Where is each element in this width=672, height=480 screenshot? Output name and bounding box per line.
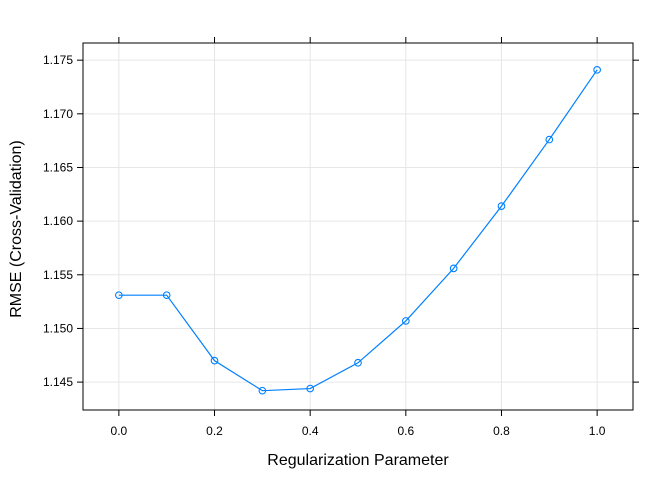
plot-frame bbox=[82, 42, 634, 411]
data-point-1 bbox=[162, 291, 171, 300]
y-axis-title: RMSE (Cross-Validation) bbox=[8, 140, 25, 318]
data-point-7 bbox=[449, 264, 458, 273]
y-tick-label-6: 1.175 bbox=[43, 53, 73, 67]
data-point-4 bbox=[306, 384, 315, 393]
x-tick-label-0: 0.0 bbox=[111, 424, 128, 438]
x-tick-label-1: 0.2 bbox=[206, 424, 223, 438]
y-tick-label-1: 1.150 bbox=[43, 321, 73, 335]
data-point-8 bbox=[497, 202, 506, 210]
y-tick-label-0: 1.145 bbox=[43, 375, 73, 389]
data-point-10 bbox=[593, 65, 601, 74]
y-tick-label-5: 1.170 bbox=[43, 107, 73, 121]
data-point-3 bbox=[258, 386, 267, 395]
axis-ticks bbox=[77, 37, 639, 416]
x-tick-label-4: 0.8 bbox=[493, 424, 510, 438]
tick-labels: 0.0 0.2 0.4 0.6 0.8 1.0 1.145 1.150 1.155 1.160 1.… bbox=[43, 53, 606, 438]
x-tick-label-3: 0.6 bbox=[397, 424, 414, 438]
series-line bbox=[118, 69, 598, 392]
data-point-9 bbox=[545, 135, 554, 144]
plot-border bbox=[82, 42, 634, 411]
data-point-6 bbox=[401, 317, 410, 325]
grid-lines bbox=[83, 43, 633, 410]
data-point-5 bbox=[354, 358, 362, 367]
data-point-0 bbox=[115, 291, 123, 300]
data-series bbox=[115, 65, 601, 395]
data-point-2 bbox=[210, 356, 219, 365]
y-tick-label-3: 1.160 bbox=[43, 214, 73, 228]
y-tick-label-4: 1.165 bbox=[43, 160, 73, 174]
x-tick-label-2: 0.4 bbox=[302, 424, 319, 438]
x-tick-label-5: 1.0 bbox=[589, 424, 606, 438]
y-tick-label-2: 1.155 bbox=[43, 268, 73, 282]
x-axis-title: Regularization Parameter bbox=[267, 452, 449, 469]
